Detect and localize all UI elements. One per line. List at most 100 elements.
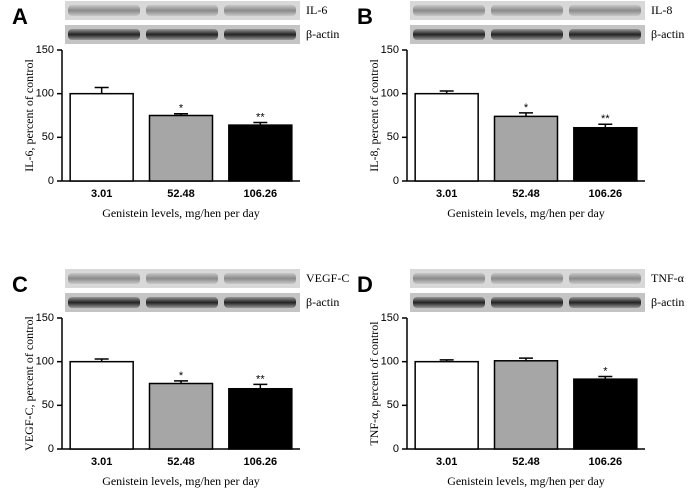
blot-band [491,273,563,284]
x-axis-label: Genistein levels, mg/hen per day [102,474,260,488]
y-tick-label: 100 [36,356,54,368]
y-tick-label: 50 [387,399,399,411]
y-tick-label: 150 [381,44,399,56]
error-bar [253,383,268,389]
blot-band [224,297,296,308]
y-tick-label: 50 [387,131,399,143]
blot-band [569,273,641,284]
x-tick-label: 52.48 [512,188,540,200]
blot-band [68,5,140,16]
significance-label: * [179,370,184,382]
blot-band [413,297,485,308]
blot-band [491,5,563,16]
blot-band [413,29,485,40]
x-tick-label: 106.26 [244,456,278,468]
panel-label: D [357,272,373,297]
blot-label: β-actin [651,27,684,41]
blot-label: IL-8 [651,3,672,17]
y-tick-label: 100 [381,356,399,368]
bar [228,124,293,182]
blot-band [569,29,641,40]
blot-band [413,273,485,284]
y-tick-label: 50 [42,131,54,143]
y-axis-label: IL-8, percent of control [367,59,381,172]
x-axis-label: Genistein levels, mg/hen per day [447,474,605,488]
blot-band [569,297,641,308]
blot-band [68,273,140,284]
y-axis-label: VEGF-C, percent of control [22,316,36,451]
bar [69,92,134,182]
bar [148,114,214,182]
blot-label: β-actin [306,27,339,41]
error-bar [598,375,613,380]
y-tick-label: 0 [48,175,54,187]
significance-label: ** [256,111,265,123]
significance-label: ** [256,373,265,385]
x-tick-label: 106.26 [589,188,623,200]
blot-label: β-actin [651,295,684,309]
blot-label: TNF-α [651,271,685,285]
x-tick-label: 52.48 [167,456,195,468]
significance-label: ** [601,113,610,125]
blot-band [491,297,563,308]
panel-label: A [12,4,28,29]
blot-band [224,273,296,284]
bar [414,92,479,182]
error-bar [598,123,613,128]
significance-label: * [603,365,608,377]
blot-band [68,29,140,40]
bar [69,360,134,450]
bar [573,126,638,182]
bar [493,360,559,450]
bar [493,115,559,182]
blot-band [224,5,296,16]
x-tick-label: 52.48 [167,188,195,200]
y-tick-label: 150 [381,312,399,324]
y-tick-label: 50 [42,399,54,411]
error-bar [94,358,109,362]
x-tick-label: 3.01 [91,188,112,200]
y-tick-label: 0 [393,175,399,187]
blot-label: IL-6 [306,3,327,17]
y-tick-label: 150 [36,44,54,56]
blot-band [146,297,218,308]
bar [228,387,293,450]
error-bar [174,380,188,384]
blot-band [146,273,218,284]
panel-label: C [12,272,28,297]
y-axis-label: IL-6, percent of control [22,59,36,172]
panel-label: B [357,4,373,29]
y-tick-label: 100 [381,88,399,100]
blot-band [146,29,218,40]
blot-label: VEGF-C [306,271,349,285]
bar [573,378,638,450]
significance-label: * [524,102,529,114]
x-tick-label: 52.48 [512,456,540,468]
y-tick-label: 0 [393,443,399,455]
error-bar [519,357,533,361]
x-axis-label: Genistein levels, mg/hen per day [447,206,605,220]
blot-band [146,5,218,16]
y-tick-label: 100 [36,88,54,100]
error-bar [439,90,454,94]
error-bar [94,86,109,94]
y-tick-label: 0 [48,443,54,455]
blot-band [68,297,140,308]
blot-band [224,29,296,40]
error-bar [519,112,533,117]
x-axis-label: Genistein levels, mg/hen per day [102,206,260,220]
x-tick-label: 3.01 [91,456,112,468]
x-tick-label: 106.26 [244,188,278,200]
error-bar [253,121,268,126]
error-bar [174,113,188,116]
bar [414,360,479,450]
x-tick-label: 3.01 [436,456,457,468]
y-axis-label: TNF-α, percent of control [367,321,381,446]
blot-label: β-actin [306,295,339,309]
